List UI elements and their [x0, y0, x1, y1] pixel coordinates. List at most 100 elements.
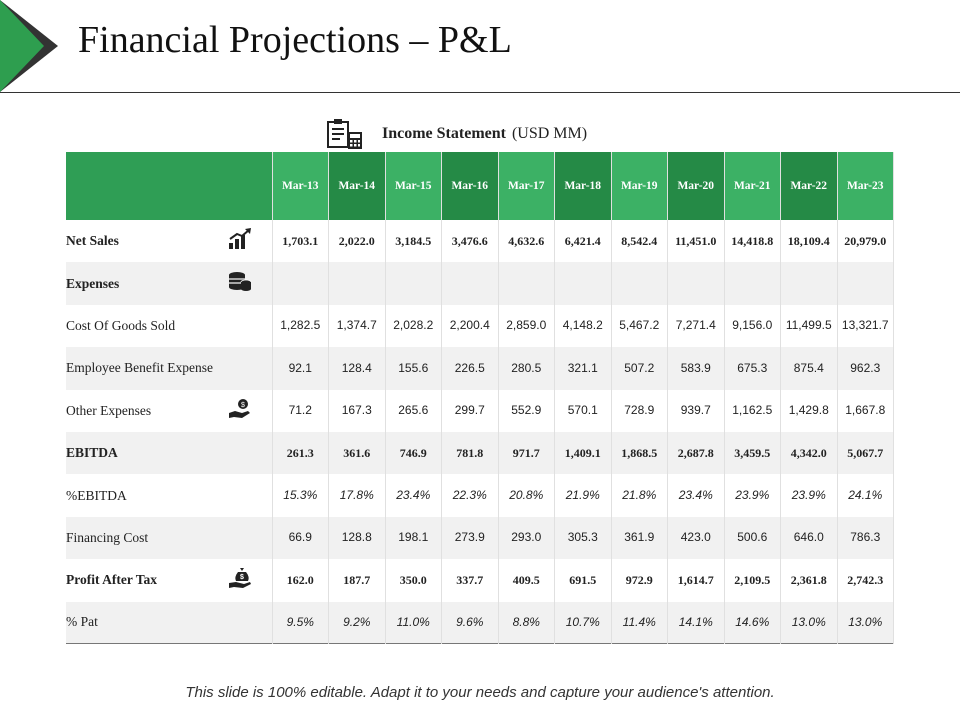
footer-note: This slide is 100% editable. Adapt it to… [185, 684, 775, 701]
table-cell: 21.8% [611, 474, 668, 517]
table-cell: 14,418.8 [724, 220, 781, 263]
table-cell: 167.3 [328, 389, 386, 432]
table-cell: 66.9 [272, 516, 329, 560]
table-cell: 9.5% [272, 601, 329, 644]
table-cell: 3,184.5 [385, 220, 442, 263]
table-row: % Pat 9.5% 9.2% 11.0% 9.6% 8.8% 10.7% 11.4% 14.1… [66, 601, 894, 644]
table-cell: 18,109.4 [780, 220, 838, 263]
table-cell: 71.2 [272, 389, 329, 432]
table-row: %EBITDA 15.3% 17.8% 23.4% 22.3% 20.8% 21.9% 21.… [66, 474, 894, 517]
row-label-text: % Pat [66, 614, 98, 630]
table-cell: 361.9 [611, 516, 668, 560]
table-cell: 293.0 [498, 516, 555, 560]
table-cell: 23.4% [667, 474, 725, 517]
column-header: Mar-20 [667, 152, 725, 220]
table-cell: 507.2 [611, 347, 668, 390]
table-cell [441, 262, 499, 305]
table-cell: 1,409.1 [554, 431, 612, 475]
table-cell: 361.6 [328, 431, 386, 475]
table-cell: 1,868.5 [611, 431, 668, 475]
table-heading: Income Statement (USD MM) [326, 118, 587, 150]
column-header: Mar-19 [611, 152, 668, 220]
table-row: Financing Cost 66.9 128.8 198.1 273.9 293.0 30… [66, 516, 894, 560]
table-cell: 4,148.2 [554, 304, 612, 348]
row-label: % Pat [66, 601, 273, 644]
table-cell: 646.0 [780, 516, 838, 560]
table-cell [328, 262, 386, 305]
table-cell: 11,451.0 [667, 220, 725, 263]
table-row: Other Expenses $71.2 167.3 265.6 299.7 552.9 5… [66, 389, 894, 432]
table-unit: (USD MM) [511, 125, 588, 142]
table-cell: 162.0 [272, 559, 329, 602]
table-cell: 128.4 [328, 347, 386, 390]
table-cell: 23.9% [780, 474, 838, 517]
table-cell: 3,476.6 [441, 220, 499, 263]
corner-accent-green [0, 0, 44, 92]
svg-text:$: $ [240, 574, 244, 581]
table-cell: 2,859.0 [498, 304, 555, 348]
bar-chart-growth-icon [228, 228, 252, 254]
table-row: EBITDA 261.3 361.6 746.9 781.8 971.7 1,409.1 1,… [66, 431, 894, 475]
table-row: Expenses [66, 262, 894, 305]
table-cell: 23.9% [724, 474, 781, 517]
row-label-text: %EBITDA [66, 487, 127, 503]
table-cell: 198.1 [385, 516, 442, 560]
table-cell: 261.3 [272, 431, 329, 475]
table-cell: 11.4% [611, 601, 668, 644]
table-cell: 1,667.8 [837, 389, 894, 432]
table-cell: 20.8% [498, 474, 555, 517]
table-cell: 24.1% [837, 474, 894, 517]
table-cell: 5,067.7 [837, 431, 894, 475]
table-cell: 500.6 [724, 516, 781, 560]
table-cell: 17.8% [328, 474, 386, 517]
column-header: Mar-15 [385, 152, 442, 220]
table-cell: 746.9 [385, 431, 442, 475]
table-cell: 1,703.1 [272, 220, 329, 263]
table-cell: 13.0% [837, 601, 894, 644]
table-cell: 9.2% [328, 601, 386, 644]
table-cell: 1,374.7 [328, 304, 386, 348]
table-cell: 5,467.2 [611, 304, 668, 348]
table-cell: 972.9 [611, 559, 668, 602]
table-cell: 265.6 [385, 389, 442, 432]
table-row: Net Sales 1,703.1 2,022.0 3,184.5 3,476.6 4,6… [66, 220, 894, 263]
table-cell [667, 262, 725, 305]
table-cell: 8,542.4 [611, 220, 668, 263]
table-cell: 971.7 [498, 431, 555, 475]
table-cell: 2,361.8 [780, 559, 838, 602]
column-header: Mar-18 [554, 152, 612, 220]
clipboard-calculator-icon [327, 119, 362, 149]
table-cell: 583.9 [667, 347, 725, 390]
row-label-text: Cost Of Goods Sold [66, 317, 176, 333]
table-cell: 337.7 [441, 559, 499, 602]
header-corner [66, 152, 273, 220]
table-cell: 15.3% [272, 474, 329, 517]
table-cell: 423.0 [667, 516, 725, 560]
column-header: Mar-23 [837, 152, 894, 220]
row-label-text: Employee Benefit Expense [66, 360, 213, 376]
table-cell: 691.5 [554, 559, 612, 602]
row-label-text: Expenses [66, 275, 120, 291]
table-cell [611, 262, 668, 305]
row-label-text: Other Expenses [66, 402, 152, 418]
row-label: Net Sales [66, 220, 273, 263]
table-cell: 4,342.0 [780, 431, 838, 475]
table-row: Cost Of Goods Sold 1,282.5 1,374.7 2,028.2 2… [66, 304, 894, 348]
row-label: EBITDA [66, 431, 273, 475]
table-cell [385, 262, 442, 305]
table-cell: 299.7 [441, 389, 499, 432]
table-cell: 2,109.5 [724, 559, 781, 602]
row-label-text: Net Sales [66, 233, 119, 249]
table-cell: 128.8 [328, 516, 386, 560]
money-bag-hand-icon: $ [228, 567, 252, 593]
table-cell: 14.6% [724, 601, 781, 644]
table-cell: 273.9 [441, 516, 499, 560]
income-statement-table: Mar-13 Mar-14 Mar-15 Mar-16 Mar-17 Mar-18 Mar-… [66, 152, 894, 644]
row-label: Profit After Tax $ [66, 559, 273, 602]
table-cell [780, 262, 838, 305]
table-cell: 305.3 [554, 516, 612, 560]
table-cell: 962.3 [837, 347, 894, 390]
column-header: Mar-13 [272, 152, 329, 220]
table-cell: 226.5 [441, 347, 499, 390]
slide-title: Financial Projections – P&L [78, 19, 512, 61]
